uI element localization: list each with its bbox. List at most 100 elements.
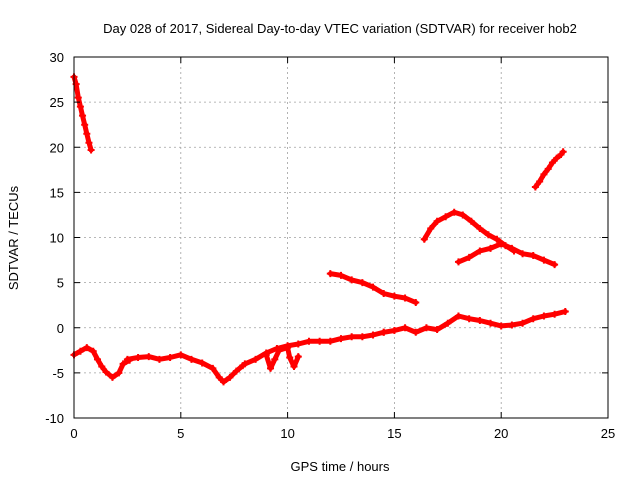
x-tick-label: 5 xyxy=(177,426,184,441)
data-point xyxy=(540,170,548,178)
data-point xyxy=(551,310,559,318)
y-tick-label: 0 xyxy=(57,321,64,336)
data-point xyxy=(198,359,206,367)
data-point xyxy=(531,183,539,191)
y-tick-label: 25 xyxy=(50,95,64,110)
data-point xyxy=(412,298,420,306)
data-point xyxy=(220,378,228,386)
data-point xyxy=(294,340,302,348)
data-point xyxy=(134,354,142,362)
y-tick-label: 15 xyxy=(50,185,64,200)
data-point xyxy=(380,328,388,336)
data-point xyxy=(209,364,217,372)
data-series xyxy=(70,73,569,386)
y-tick-label: -5 xyxy=(52,366,64,381)
data-point xyxy=(123,355,131,363)
data-point xyxy=(380,289,388,297)
series-trail xyxy=(456,241,558,268)
data-point xyxy=(286,354,294,362)
data-point xyxy=(187,355,195,363)
data-point xyxy=(252,355,260,363)
data-point xyxy=(548,159,556,167)
data-point xyxy=(226,373,234,381)
data-point xyxy=(79,112,87,120)
series-late-rising-arc xyxy=(531,148,567,191)
data-point xyxy=(119,360,127,368)
x-tick-label: 25 xyxy=(601,426,615,441)
data-point xyxy=(487,319,495,327)
data-point xyxy=(89,347,97,355)
data-point xyxy=(76,347,84,355)
y-tick-label: -10 xyxy=(45,411,64,426)
data-point xyxy=(497,322,505,330)
data-point xyxy=(294,353,302,361)
data-point xyxy=(358,279,366,287)
data-point xyxy=(275,346,283,354)
series-low-band-plateau xyxy=(123,351,247,386)
data-point xyxy=(450,208,458,216)
data-point xyxy=(540,312,548,320)
data-point xyxy=(493,235,501,243)
data-point xyxy=(93,355,101,363)
data-point xyxy=(81,121,89,129)
x-tick-label: 10 xyxy=(280,426,294,441)
data-point xyxy=(326,337,334,345)
chart-title: Day 028 of 2017, Sidereal Day-to-day VTE… xyxy=(103,21,577,36)
data-point xyxy=(267,364,275,372)
data-point xyxy=(262,351,270,359)
data-point xyxy=(83,130,91,138)
data-point xyxy=(529,252,537,260)
data-point xyxy=(369,283,377,291)
data-point xyxy=(337,335,345,343)
series-low-band-extra xyxy=(262,344,302,372)
grid-lines xyxy=(74,57,608,418)
data-point xyxy=(98,363,106,371)
data-point xyxy=(115,369,123,377)
data-point xyxy=(433,326,441,334)
data-point xyxy=(484,231,492,239)
data-point xyxy=(316,337,324,345)
data-point xyxy=(271,355,279,363)
data-point xyxy=(467,217,475,225)
y-tick-label: 5 xyxy=(57,276,64,291)
data-point xyxy=(337,271,345,279)
data-point xyxy=(476,317,484,325)
data-point xyxy=(305,337,313,345)
data-point xyxy=(519,319,527,327)
data-point xyxy=(519,250,527,258)
data-point xyxy=(390,292,398,300)
data-point xyxy=(444,319,452,327)
data-point xyxy=(540,256,548,264)
series-low-band-end xyxy=(380,308,569,336)
data-point xyxy=(420,235,428,243)
data-point xyxy=(401,294,409,302)
data-point xyxy=(529,315,537,323)
data-point xyxy=(536,178,544,186)
data-point xyxy=(442,213,450,221)
data-point xyxy=(87,146,95,154)
data-point xyxy=(454,312,462,320)
data-point xyxy=(553,154,561,162)
data-point xyxy=(215,373,223,381)
data-point xyxy=(561,308,569,316)
data-point xyxy=(433,217,441,225)
data-point xyxy=(487,244,495,252)
data-point xyxy=(476,224,484,232)
data-point xyxy=(551,261,559,269)
data-point xyxy=(348,333,356,341)
data-point xyxy=(422,324,430,332)
series-trail xyxy=(421,209,517,254)
y-tick-label: 30 xyxy=(50,50,64,65)
data-point xyxy=(497,240,505,248)
y-axis-label: SDTVAR / TECUs xyxy=(6,185,21,290)
data-point xyxy=(465,253,473,261)
y-tick-label: 20 xyxy=(50,140,64,155)
data-point xyxy=(108,373,116,381)
data-point xyxy=(348,276,356,284)
data-point xyxy=(454,258,462,266)
data-point xyxy=(559,148,567,156)
data-point xyxy=(232,367,240,375)
data-point xyxy=(102,368,110,376)
